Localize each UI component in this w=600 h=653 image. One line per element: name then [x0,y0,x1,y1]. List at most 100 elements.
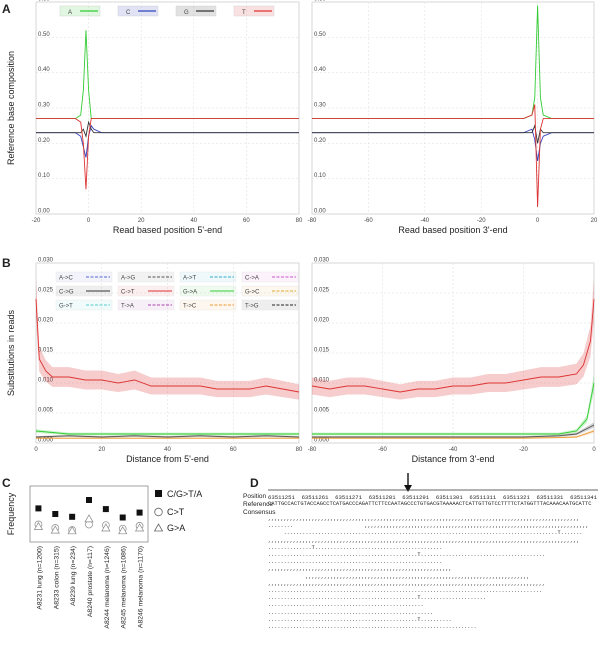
legend-label: A->T [183,276,197,282]
series-band-AG [312,422,594,438]
point-cgta [119,514,126,521]
legend-label: G->A [183,290,197,296]
reference-label: Reference [243,501,273,508]
x-tick-label: 20 [98,447,105,453]
x-tick-label: -20 [32,218,41,224]
y-tick-label: 0.005 [314,408,330,414]
read-line: ,,,,,,,,,,,,,,,,,,,,,,,,,,,,,,,,,,,,,,,,… [268,516,580,522]
read-line: ........................................… [268,602,424,609]
series-line-T [36,118,299,190]
read-line: ........................................… [268,552,546,558]
read-line: ........................................… [268,595,486,602]
y-tick-label: 0.40 [314,67,326,73]
x-tick-label: -60 [378,447,387,453]
x-tick-label: 60 [230,447,237,453]
read-line: ........................................… [268,609,433,616]
plot-area [35,1,300,215]
point-cgta [102,506,109,513]
category-label: A8246 melanoma (n=1170) [138,546,145,628]
y-tick-label: 0.00 [314,209,326,215]
series-line-GA [312,382,595,435]
y-tick-label: 0.30 [38,103,50,109]
y-tick-label: 0.20 [38,138,50,144]
category-label: A8231 lung (n=1200) [36,546,43,610]
read-line: ........................................… [268,624,477,630]
y-tick-label: 0.50 [314,32,326,38]
position-arrow-head [404,485,412,492]
legend-label: C->T [121,290,135,296]
legend-label: T->A [121,304,134,310]
read-line: ........................................… [268,530,583,537]
plot-area-c [29,485,149,543]
read-line: ,,,,,,,,,,,,,,,,,,,,,,,,,,,,,,,,,,,,,,,,… [268,573,530,580]
y-tick-label: 0.50 [38,32,50,38]
legend-label-ct: C>T [167,507,185,517]
x-tick-label: 80 [296,218,303,224]
x-axis-label: Distance from 5'-end [126,454,209,464]
legend-label: A->G [121,276,136,282]
y-tick-label: 0.00 [38,209,50,215]
legend-swatch [55,299,113,311]
series-line-G [312,123,594,144]
legend-marker-ga [153,523,164,532]
legend-swatch [241,299,299,311]
y-tick-label: 0.015 [314,348,330,354]
position-label: Position [243,493,267,500]
legend-swatch [179,299,237,311]
x-tick-label: 40 [190,218,197,224]
x-tick-label: 0 [536,218,540,224]
legend-swatch [117,271,175,283]
point-cgta [86,497,92,503]
y-tick-label: 0.10 [314,173,326,179]
category-label: A8245 melanoma (n=1086) [121,546,128,629]
point-cgta [52,511,59,517]
x-tick-label: 0 [34,447,38,453]
x-axis-label: Read based position 3'-end [398,225,507,235]
x-axis-label: Read based position 5'-end [113,225,222,235]
read-line: ........ ,,,,,,,,,,,,,,,,,,,,,,,,,,,,,,,… [268,523,589,530]
x-tick-label: 80 [296,447,303,453]
legend-label: G->T [59,304,73,310]
panel-label-d: D [250,476,259,490]
read-line: ,,,,,,,,,,,,,,,,,,,,,,,,,,,,,,,,,,,,,,,,… [268,566,452,573]
legend-label: C->G [59,290,74,296]
legend-label: T->C [183,304,197,310]
legend-label-A: A [68,10,72,16]
series-line-CT [35,298,300,393]
legend-label-cgta: C/G>T/A [167,489,202,499]
point-ga [118,526,128,535]
category-label: A8240 prostate (n=117) [87,546,94,617]
y-tick-label: 0.10 [38,173,50,179]
series-line-AG [35,435,300,438]
legend-label-G: G [184,10,189,16]
y-tick-label: 0.60 [314,0,326,3]
category-label: A8244 melanoma (n=1246) [104,546,111,629]
series-line-CT [311,298,595,393]
panel-label-a: A [2,2,11,16]
x-tick-label: -40 [449,447,458,453]
legend-swatch [117,285,175,297]
point-ga [33,521,44,530]
y-tick-label: 0.025 [314,288,330,294]
y-tick-label: 0.000 [314,438,330,444]
legend-swatch [179,285,237,297]
legend-label-C: C [126,10,131,16]
x-tick-label: 60 [243,218,250,224]
read-line: ........................................… [268,559,443,566]
legend-swatch [179,271,237,283]
alignment-panel: Position Reference Consensus 63511251 63… [243,488,598,638]
x-tick-label: 0 [592,447,596,453]
series-line-GA [35,430,299,435]
legend-marker-ct [154,507,163,517]
read-line: ..............T.........................… [268,544,443,551]
x-tick-label: -60 [364,218,373,224]
legend-label: G->C [245,290,260,296]
legend-swatch [241,285,299,297]
x-tick-label: 40 [164,447,171,453]
category-label: A8233 colon (n=315) [53,546,60,609]
y-tick-label: 0.20 [314,138,326,144]
legend-label-T: T [242,10,246,16]
x-tick-label: 20 [138,218,145,224]
y-tick-label: 0.60 [38,0,50,3]
series-line-T [312,104,594,207]
